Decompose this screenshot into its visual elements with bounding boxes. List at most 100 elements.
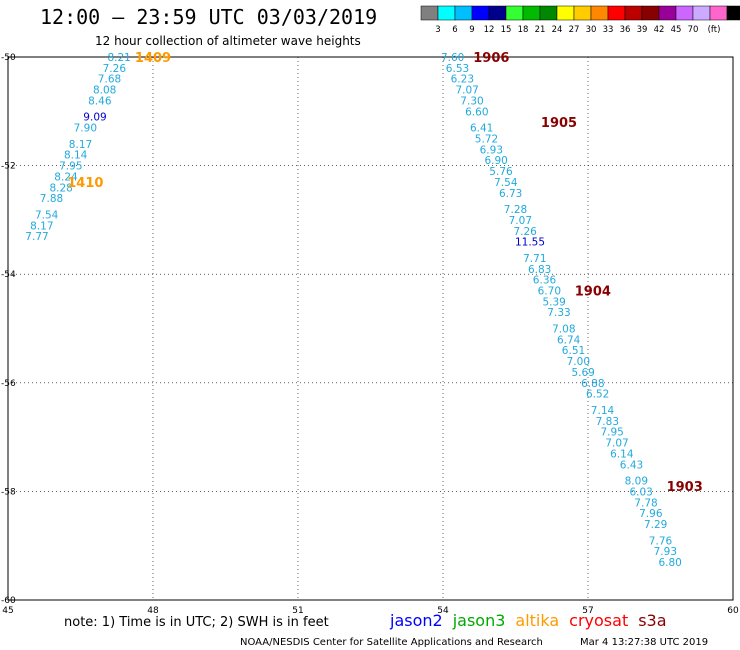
satellite-legend: jason2 jason3 altika cryosat s3a [389, 611, 667, 630]
swh-value: 6.60 [465, 106, 488, 118]
colorbar-swatch [641, 5, 660, 21]
swh-value: 6.74 [557, 334, 581, 346]
swh-value: 7.00 [567, 356, 590, 368]
legend-cryosat: cryosat [569, 611, 628, 630]
chart-subtitle: 12 hour collection of altimeter wave hei… [95, 34, 361, 48]
swh-value: 7.68 [98, 74, 121, 86]
swh-value: 6.52 [586, 389, 609, 401]
swh-value: 8.08 [93, 85, 116, 97]
swh-value: 6.03 [629, 486, 652, 498]
colorbar-swatch [454, 5, 473, 21]
colorbar-swatch [692, 5, 711, 21]
swh-value: 8.46 [88, 95, 112, 107]
colorbar-legend: 3 6 9 12 15 18 21 24 27 30 33 36 39 42 45 70 (ft) [420, 5, 740, 35]
swh-value: 6.90 [484, 155, 507, 167]
swh-value: 8.28 [49, 182, 72, 194]
x-tick-label: 60 [727, 606, 739, 616]
swh-value: 6.41 [470, 123, 493, 135]
legend-jason3: jason3 [452, 611, 506, 630]
colorbar-label: 12 [484, 25, 495, 35]
swh-value: 8.09 [625, 476, 648, 488]
y-tick-label: -54 [1, 270, 16, 280]
swh-value: 8.24 [54, 171, 78, 183]
y-tick-label: -52 [1, 162, 16, 172]
colorbar-label: 30 [586, 25, 597, 35]
colorbar-label: 18 [518, 25, 529, 35]
swh-value: 6.14 [610, 448, 634, 460]
swh-value: 6.23 [451, 74, 474, 86]
y-tick-label: -56 [1, 379, 16, 389]
colorbar-label: 45 [671, 25, 682, 35]
legend-s3a: s3a [638, 611, 666, 630]
swh-value: 7.08 [552, 324, 575, 336]
swh-value: 7.54 [35, 209, 59, 221]
swh-value: 7.26 [103, 63, 127, 75]
wave-height-points: 8.217.267.688.088.469.097.908.178.147.95… [25, 52, 682, 569]
swh-value: 7.76 [649, 535, 673, 547]
legend-jason2: jason2 [389, 611, 443, 630]
swh-value: 7.78 [634, 497, 657, 509]
footer-note: note: 1) Time is in UTC; 2) SWH is in fe… [64, 615, 329, 630]
footer-credit: NOAA/NESDIS Center for Satellite Applica… [240, 637, 543, 648]
colorbar-swatch [658, 5, 677, 21]
pass-labels: 1409 1410 1906 1905 1904 1903 [67, 51, 703, 495]
plot-grid: 45 48 51 54 57 60 -50 -52 -54 -56 -58 -60 [1, 53, 739, 616]
swh-value: 7.60 [441, 52, 464, 64]
swh-value: 6.53 [446, 63, 469, 75]
swh-value: 7.95 [59, 161, 82, 173]
colorbar-swatch [607, 5, 626, 21]
chart-title: 12:00 – 23:59 UTC 03/03/2019 [40, 5, 377, 29]
pass-label: 1904 [575, 284, 611, 299]
swh-value: 7.83 [596, 416, 619, 428]
swh-value: 7.33 [547, 307, 570, 319]
swh-value: 7.77 [25, 231, 48, 243]
x-tick-label: 51 [292, 606, 303, 616]
colorbar-swatch [709, 5, 728, 21]
swh-value: 7.07 [509, 215, 532, 227]
colorbar-swatch [624, 5, 643, 21]
colorbar-swatch [556, 5, 575, 21]
colorbar-swatch [590, 5, 609, 21]
swh-value: 6.73 [499, 188, 522, 200]
colorbar-swatch [675, 5, 694, 21]
colorbar-label: 9 [469, 25, 474, 35]
pass-label: 1905 [541, 116, 577, 131]
y-tick-label: -58 [1, 487, 16, 497]
swh-value: 6.80 [658, 557, 681, 569]
colorbar-label: 42 [654, 25, 665, 35]
colorbar-swatch [471, 5, 490, 21]
x-tick-label: 45 [2, 606, 13, 616]
colorbar-label: 33 [603, 25, 614, 35]
colorbar-label: 21 [535, 25, 546, 35]
pass-label: 1906 [473, 51, 509, 66]
x-tick-label: 54 [437, 606, 449, 616]
swh-value: 6.83 [528, 264, 551, 276]
swh-value: 5.72 [475, 133, 498, 145]
swh-value: 7.30 [460, 95, 483, 107]
swh-value: 11.55 [515, 237, 545, 249]
swh-value: 7.93 [654, 546, 677, 558]
y-tick-label: -50 [1, 53, 16, 63]
swh-value: 7.71 [523, 253, 546, 265]
plot-frame [7, 56, 734, 601]
swh-value: 5.39 [542, 296, 565, 308]
colorbar-label: 27 [569, 25, 580, 35]
colorbar-label: 36 [620, 25, 631, 35]
colorbar-swatch [420, 5, 439, 21]
swh-value: 6.43 [620, 459, 643, 471]
swh-value: 8.21 [107, 52, 130, 64]
colorbar-swatch [539, 5, 558, 21]
x-tick-label: 57 [582, 606, 593, 616]
swh-value: 7.90 [74, 123, 97, 135]
colorbar-label: 24 [552, 25, 563, 35]
swh-value: 6.88 [581, 378, 604, 390]
swh-value: 7.29 [644, 519, 667, 531]
swh-value: 7.07 [455, 85, 478, 97]
footer-timestamp: Mar 4 13:27:38 UTC 2019 [580, 637, 708, 648]
swh-value: 7.54 [494, 177, 518, 189]
pass-label: 1410 [67, 176, 103, 191]
colorbar-swatch [522, 5, 541, 21]
swh-value: 6.70 [538, 285, 561, 297]
colorbar-label: 6 [452, 25, 457, 35]
